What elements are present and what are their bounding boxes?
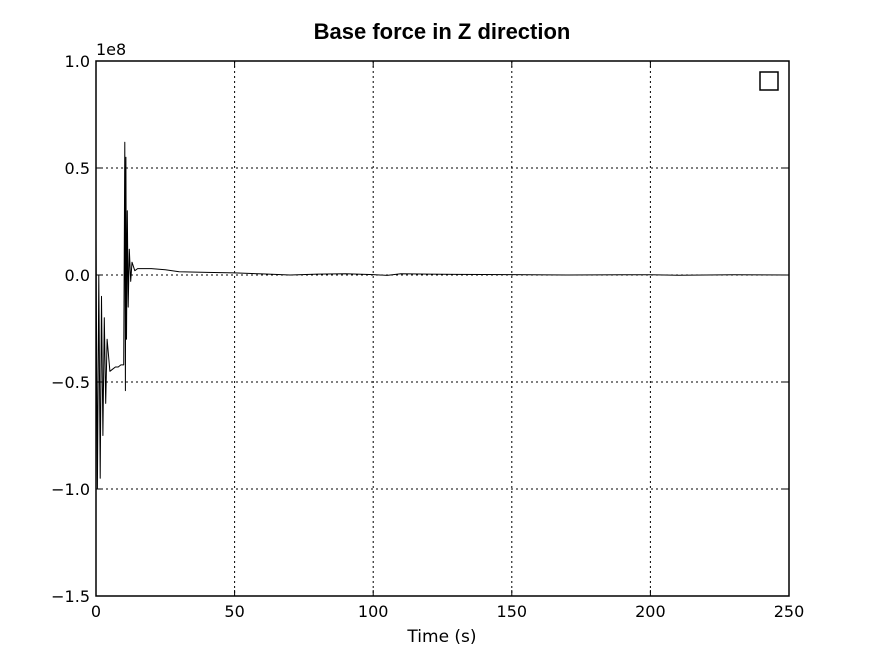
axis-ticks: 0 50 100 150 200 250 −1.5 −1.0 −0.5 0.0 0.5 1.0	[51, 52, 804, 621]
x-tick-label: 100	[358, 602, 389, 621]
x-tick-label: 250	[774, 602, 805, 621]
y-tick-label: −1.0	[51, 480, 90, 499]
grid-lines	[96, 61, 789, 596]
y-tick-label: 1.0	[65, 52, 90, 71]
chart-title: Base force in Z direction	[314, 19, 571, 44]
data-series	[95, 141, 790, 490]
y-tick-label: −0.5	[51, 373, 90, 392]
y-tick-label: 0.0	[65, 266, 90, 285]
y-offset-label: 1e8	[96, 40, 126, 59]
y-tick-label: 0.5	[65, 159, 90, 178]
x-tick-label: 50	[224, 602, 244, 621]
legend-box	[759, 71, 779, 91]
x-axis-label: Time (s)	[406, 627, 476, 647]
x-tick-label: 200	[635, 602, 666, 621]
series-line	[95, 141, 790, 490]
plot-frame	[95, 60, 790, 597]
y-tick-label: −1.5	[51, 587, 90, 606]
x-tick-label: 150	[497, 602, 528, 621]
x-tick-label: 0	[91, 602, 101, 621]
